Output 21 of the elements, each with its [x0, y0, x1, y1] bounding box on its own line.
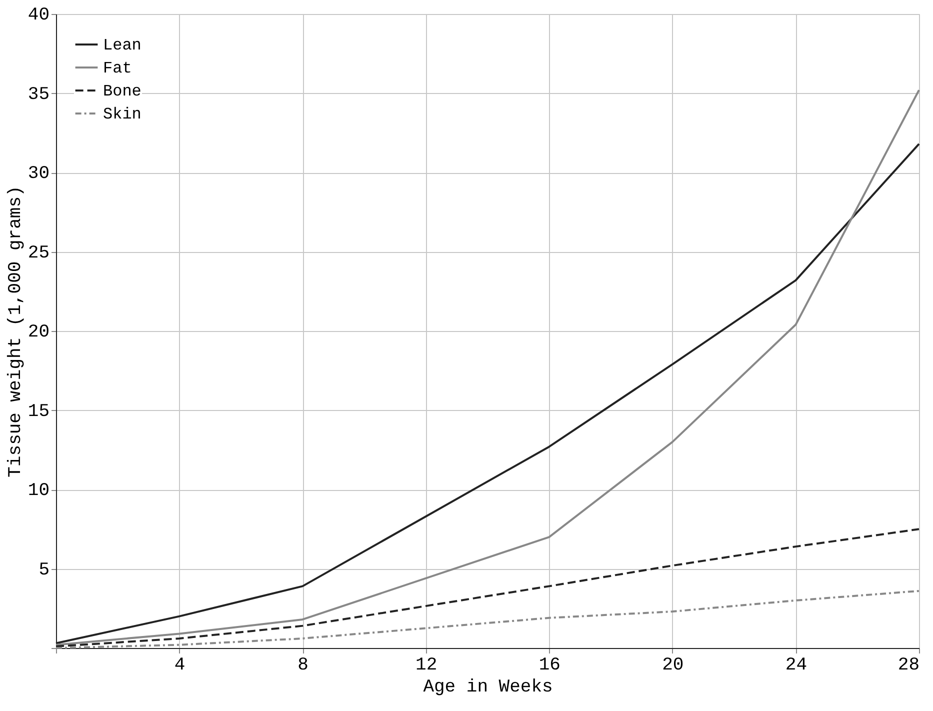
x-axis-title: Age in Weeks — [423, 678, 553, 698]
y-axis-title: Tissue weight (1,000 grams) — [6, 186, 26, 478]
y-tick-label: 15 — [28, 402, 50, 422]
legend-label: Bone — [103, 82, 142, 100]
y-tick-label: 10 — [28, 481, 50, 501]
x-tick-label: 28 — [898, 656, 920, 676]
legend-label: Fat — [103, 60, 132, 78]
y-tick-label: 30 — [28, 164, 50, 184]
x-tick-label: 12 — [416, 656, 438, 676]
x-tick-label: 16 — [538, 656, 560, 676]
legend-label: Lean — [103, 36, 142, 54]
y-tick-label: 20 — [28, 322, 50, 342]
x-tick-label: 24 — [785, 656, 808, 676]
y-tick-label: 25 — [28, 243, 50, 264]
x-tick-label: 4 — [174, 656, 186, 676]
legend-label: Skin — [103, 106, 142, 124]
y-tick-label: 5 — [38, 560, 50, 580]
y-tick-label: 35 — [28, 84, 50, 105]
x-tick-label: 20 — [662, 656, 684, 676]
y-tick-label: 40 — [28, 6, 50, 26]
x-tick-label: 8 — [298, 656, 308, 676]
